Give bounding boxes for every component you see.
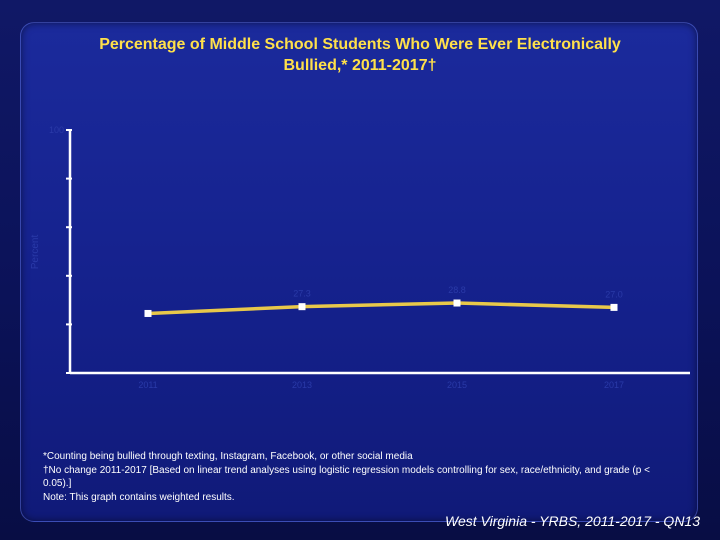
x-tick-label: 2011: [138, 380, 157, 390]
footnote-dagger: †No change 2011-2017 [Based on linear tr…: [43, 464, 650, 490]
footnote-note: Note: This graph contains weighted resul…: [43, 491, 235, 503]
x-tick-label: 2013: [292, 380, 312, 390]
chart-title-line-2: Bullied,* 2011-2017†: [283, 57, 437, 74]
y-tick-label: 100: [49, 125, 64, 135]
footnote-asterisk: *Counting being bullied through texting,…: [43, 451, 413, 462]
chart-title: Percentage of Middle School Students Who…: [40, 34, 680, 76]
x-tick-label: 2017: [604, 380, 624, 390]
data-point: [144, 309, 152, 317]
data-label: 28.8: [448, 285, 466, 295]
series-line: [147, 301, 615, 316]
x-tick-label: 2015: [447, 380, 467, 390]
y-axis-label: Percent: [30, 235, 41, 270]
data-point: [298, 303, 306, 311]
data-point: [453, 299, 461, 307]
footer-label: West Virginia - YRBS, 2011-2017 - QN13: [445, 513, 700, 529]
footnotes: *Counting being bullied through texting,…: [43, 450, 673, 504]
data-label: 27.3: [293, 289, 311, 299]
content-panel: [20, 22, 698, 522]
data-point: [610, 303, 618, 311]
chart-title-line-1: Percentage of Middle School Students Who…: [99, 36, 621, 53]
data-label: 27.0: [605, 289, 623, 299]
